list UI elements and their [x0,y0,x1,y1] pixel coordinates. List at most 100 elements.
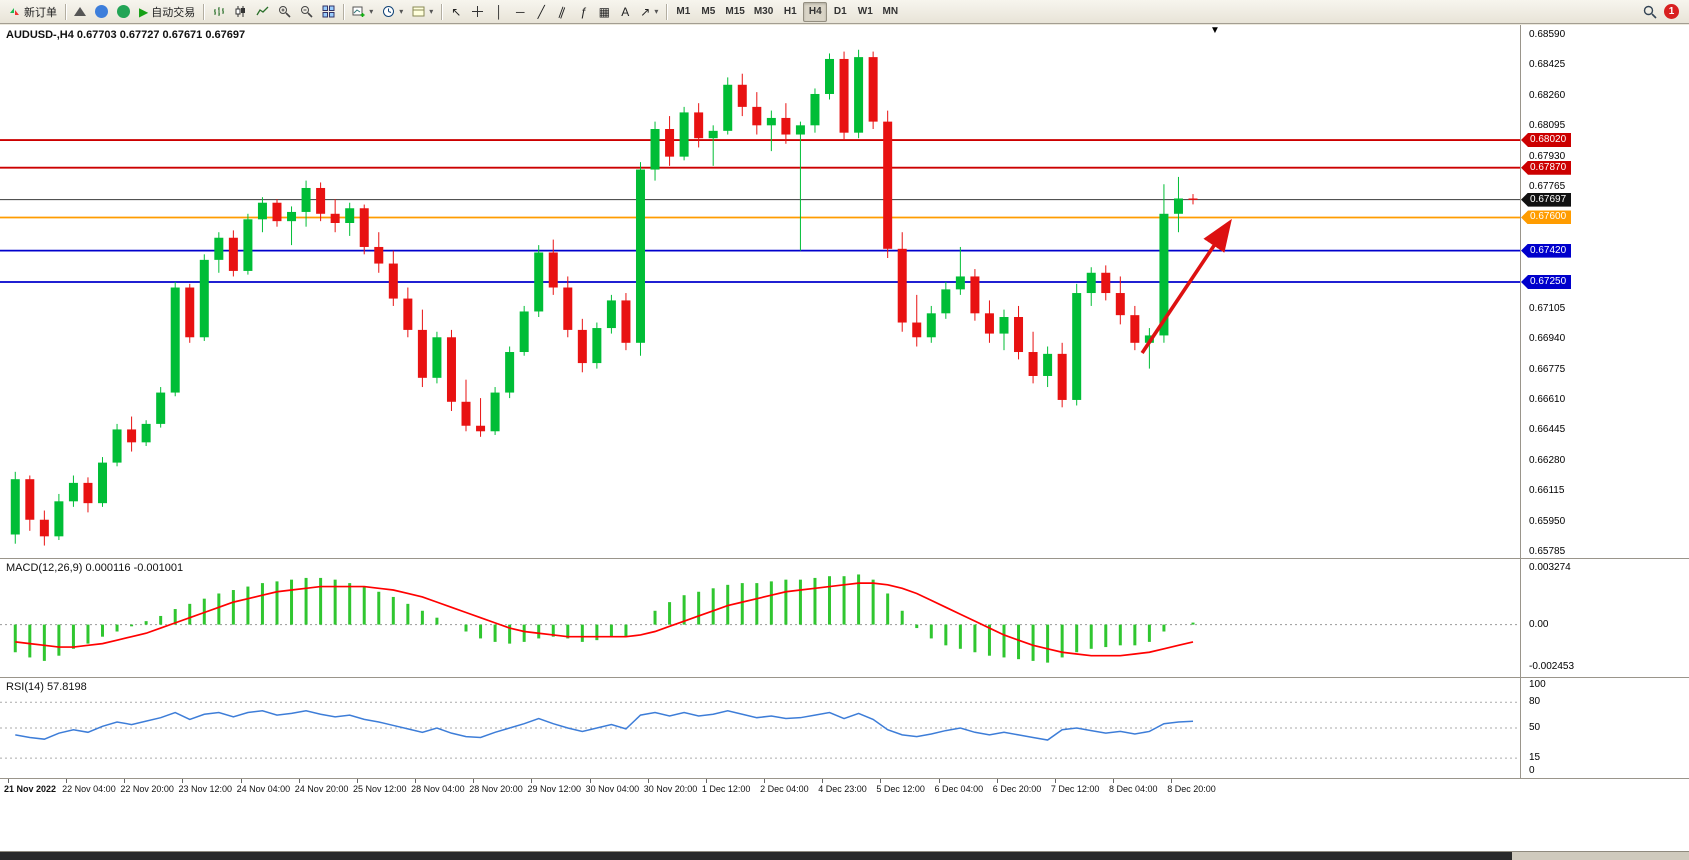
new-chart-button[interactable]: ▾ [348,2,377,22]
price-line-tag[interactable]: 0.67420 [1521,243,1572,258]
crosshair-tool-button[interactable] [467,2,488,22]
pane-separator[interactable] [0,558,1689,559]
zoom-out-button[interactable] [296,2,317,22]
candle-body [1028,352,1038,376]
rsi-axis-label: 0 [1529,765,1535,776]
candle-body [825,58,835,94]
time-axis-label: 6 Dec 20:00 [992,784,1042,794]
vline-tool-button[interactable]: │ [489,2,509,22]
chevron-down-icon: ▾ [429,7,434,16]
globe-button[interactable] [91,2,112,22]
toolbar: 新订单 ▶ 自动交易 [0,0,1689,24]
tile-windows-button[interactable] [318,2,339,22]
time-axis-tick [647,779,649,783]
periods-button[interactable]: ▾ [378,2,407,22]
candle-body [185,287,195,338]
line-chart-button[interactable] [252,2,273,22]
vertical-line-icon: │ [495,4,504,19]
rsi-axis-label: 100 [1529,679,1546,690]
candle-body [112,429,122,463]
rsi-indicator-pane[interactable] [0,678,1520,778]
zoom-in-button[interactable] [274,2,295,22]
time-axis-tick [1171,779,1173,783]
timeframe-button-m1[interactable]: M1 [671,2,695,22]
time-axis-tick [415,779,417,783]
cursor-tool-button[interactable]: ↖ [446,2,466,22]
trendline-icon: ╱ [537,4,545,19]
candle-body [243,219,253,271]
timeframe-button-m30[interactable]: M30 [750,2,777,22]
macd-indicator-pane[interactable] [0,559,1520,677]
price-tick-label: 0.68260 [1529,89,1566,101]
candle-body [417,329,427,378]
pane-separator[interactable] [0,677,1689,678]
macd-axis-label: -0.002453 [1529,661,1575,672]
macd-header: MACD(12,26,9) 0.000116 -0.001001 [6,562,184,574]
channel-tool-button[interactable]: ∥ [552,2,572,22]
text-tool-button[interactable]: A [615,2,635,22]
hline-tool-button[interactable]: ─ [510,2,530,22]
chart-shift-marker[interactable]: ▼ [1210,25,1220,36]
notification-badge[interactable]: 1 [1664,4,1679,19]
shapes-icon: ▦ [598,4,610,19]
timeframe-button-w1[interactable]: W1 [853,2,877,22]
templates-button[interactable]: ▾ [408,2,437,22]
arrow-tool-button[interactable]: ↗ ▾ [636,2,662,22]
candle-body [54,501,64,537]
timeframe-button-h1[interactable]: H1 [778,2,802,22]
price-line-tag[interactable]: 0.67250 [1521,274,1572,289]
time-axis-tick [356,779,358,783]
candle-body [199,259,209,338]
toolbar-separator [666,3,668,20]
headset-button[interactable] [113,2,134,22]
price-line-tag[interactable]: 0.67870 [1521,160,1572,175]
time-axis[interactable]: 21 Nov 2022 22 Nov 04:00 22 Nov 20:00 23 No… [0,779,1520,799]
price-chart-pane[interactable] [0,25,1520,559]
candle-body [665,129,675,157]
shapes-tool-button[interactable]: ▦ [594,2,614,22]
price-tick-label: 0.67930 [1529,150,1566,162]
autotrading-button[interactable]: ▶ 自动交易 [135,2,199,22]
fibonacci-tool-button[interactable]: ƒ [573,2,593,22]
horizontal-scrollbar[interactable] [0,851,1689,860]
bar-chart-button[interactable] [208,2,229,22]
new-chart-icon [352,6,365,17]
time-axis-tick [8,779,9,783]
timeframe-button-d1[interactable]: D1 [828,2,852,22]
hat-button[interactable] [70,2,90,22]
zoom-in-icon [279,6,291,18]
candle-body [1159,213,1169,336]
candle-body [257,202,267,220]
candle-body [1188,198,1198,200]
new-order-button[interactable]: 新订单 [4,2,61,22]
timeframe-button-h4[interactable]: H4 [803,1,828,22]
search-button[interactable] [1639,2,1661,22]
timeframe-button-mn[interactable]: MN [878,2,902,22]
search-icon [1643,5,1657,19]
arrow-tool-icon: ↗ [640,4,651,19]
candle-body [228,237,238,271]
time-axis-label: 25 Nov 12:00 [352,784,407,794]
time-axis-tick [938,779,940,783]
price-line-tag[interactable]: 0.68020 [1521,133,1572,148]
candle-body [39,519,49,537]
clock-icon [383,6,395,17]
candle-body [68,482,78,502]
candlestick-button[interactable] [230,2,251,22]
price-line-tag[interactable]: 0.67600 [1521,210,1572,225]
price-axis[interactable]: 0.68590 0.68425 0.68260 0.68095 0.67930 0.677… [1521,25,1689,805]
rsi-axis-label: 50 [1529,722,1541,733]
horizontal-line-icon: ─ [516,4,525,19]
time-axis-label: 5 Dec 12:00 [876,784,925,794]
scrollbar-thumb[interactable] [0,852,1512,860]
candle-body [1072,293,1082,400]
new-order-label: 新订单 [24,6,57,19]
candle-body [345,208,355,223]
candlestick-icon [235,6,246,17]
trendline-tool-button[interactable]: ╱ [531,2,551,22]
price-tick-label: 0.66610 [1529,393,1566,405]
timeframe-button-m5[interactable]: M5 [696,2,720,22]
timeframe-button-m15[interactable]: M15 [721,2,748,22]
price-tick-label: 0.66280 [1529,454,1566,466]
trend-arrow-annotation[interactable] [1140,218,1232,354]
